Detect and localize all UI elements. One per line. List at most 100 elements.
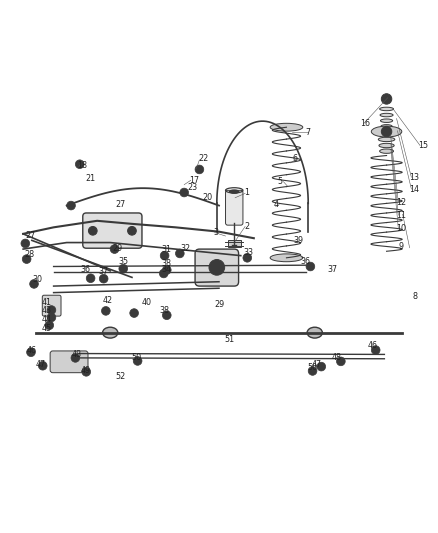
Circle shape [374, 348, 378, 352]
Text: 34: 34 [162, 265, 172, 274]
Text: 11: 11 [396, 211, 406, 220]
Circle shape [27, 348, 35, 357]
Ellipse shape [230, 190, 239, 193]
FancyBboxPatch shape [50, 351, 88, 373]
Circle shape [71, 353, 80, 362]
Text: 42: 42 [102, 296, 113, 305]
Circle shape [308, 367, 317, 375]
Text: 20: 20 [202, 193, 212, 202]
Text: 47: 47 [35, 360, 46, 369]
Ellipse shape [380, 149, 393, 154]
Circle shape [67, 201, 75, 210]
Text: 46: 46 [27, 345, 37, 354]
Circle shape [45, 321, 53, 329]
Ellipse shape [371, 126, 402, 137]
Circle shape [113, 247, 117, 251]
Text: 2: 2 [244, 222, 249, 231]
Text: 48: 48 [331, 353, 341, 362]
Circle shape [336, 357, 345, 366]
Circle shape [121, 266, 125, 271]
Text: 44: 44 [42, 315, 51, 324]
Text: 50: 50 [131, 352, 141, 361]
Circle shape [75, 160, 84, 168]
Circle shape [102, 306, 110, 315]
Text: 16: 16 [360, 119, 371, 128]
Text: 35: 35 [118, 257, 128, 266]
Circle shape [29, 350, 33, 354]
Circle shape [41, 364, 45, 368]
Circle shape [182, 190, 186, 195]
Text: 14: 14 [410, 184, 420, 193]
Circle shape [245, 256, 250, 260]
Ellipse shape [307, 327, 322, 338]
Circle shape [195, 165, 204, 174]
Text: 51: 51 [224, 335, 234, 344]
Text: 28: 28 [24, 250, 34, 259]
Circle shape [127, 227, 136, 235]
Circle shape [339, 359, 343, 364]
Text: 31: 31 [162, 246, 172, 254]
Text: 15: 15 [418, 141, 428, 150]
Circle shape [39, 361, 47, 370]
Circle shape [178, 251, 182, 256]
Circle shape [99, 274, 108, 283]
Text: 38: 38 [159, 306, 169, 316]
Text: 36: 36 [301, 257, 311, 266]
Circle shape [371, 346, 380, 354]
Circle shape [162, 265, 171, 274]
Circle shape [119, 264, 127, 273]
Text: 45: 45 [42, 324, 52, 333]
Text: 50: 50 [307, 363, 317, 372]
Circle shape [21, 239, 30, 248]
Circle shape [86, 274, 95, 282]
Text: 4: 4 [273, 200, 279, 209]
Circle shape [47, 323, 51, 327]
Circle shape [209, 260, 225, 275]
Text: 29: 29 [215, 300, 225, 309]
Circle shape [88, 227, 97, 235]
Circle shape [47, 305, 56, 314]
Text: 52: 52 [116, 372, 126, 381]
Text: 8: 8 [413, 292, 418, 301]
Circle shape [132, 311, 136, 315]
Text: 37: 37 [327, 265, 337, 274]
Circle shape [22, 255, 31, 263]
Circle shape [306, 262, 315, 271]
Circle shape [133, 357, 142, 365]
Text: 39: 39 [294, 236, 304, 245]
Circle shape [78, 162, 82, 166]
Circle shape [176, 249, 184, 258]
Text: 3: 3 [214, 228, 219, 237]
Circle shape [243, 254, 252, 262]
Circle shape [104, 309, 108, 313]
Text: 41: 41 [42, 298, 51, 306]
FancyBboxPatch shape [83, 213, 142, 248]
Circle shape [160, 251, 169, 260]
Circle shape [32, 282, 36, 286]
Circle shape [82, 367, 91, 376]
Text: 5: 5 [278, 177, 283, 186]
Ellipse shape [381, 119, 392, 123]
Text: 30: 30 [33, 275, 43, 284]
Ellipse shape [378, 137, 395, 142]
Text: 13: 13 [410, 173, 420, 182]
Text: 33: 33 [243, 248, 253, 257]
Text: 10: 10 [396, 224, 406, 233]
Circle shape [47, 313, 56, 322]
Ellipse shape [381, 125, 392, 128]
Circle shape [165, 268, 169, 272]
Text: 21: 21 [85, 174, 95, 183]
Circle shape [110, 245, 119, 254]
FancyBboxPatch shape [42, 295, 61, 316]
Ellipse shape [380, 107, 393, 111]
Circle shape [180, 188, 188, 197]
Circle shape [30, 279, 39, 288]
Circle shape [88, 276, 93, 280]
Circle shape [319, 365, 323, 369]
Circle shape [162, 311, 171, 320]
Circle shape [25, 257, 29, 261]
Ellipse shape [380, 114, 393, 117]
Circle shape [49, 315, 53, 320]
Circle shape [381, 94, 392, 104]
Text: 27: 27 [25, 231, 35, 240]
